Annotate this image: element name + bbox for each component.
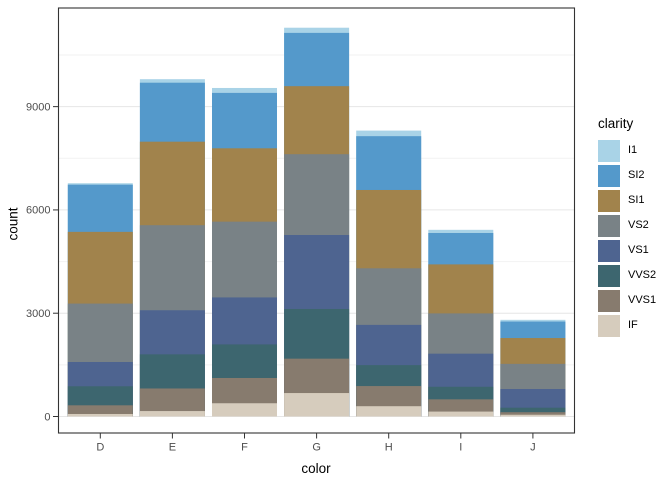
- legend-swatch-I1: [598, 139, 620, 162]
- bar-segment-J-IF: [500, 414, 566, 417]
- legend-label-VS1: VS1: [628, 244, 649, 256]
- legend-item-VS2: VS2: [598, 214, 656, 237]
- y-tick-label: 3000: [26, 308, 50, 320]
- bar-segment-J-VVS1: [500, 412, 566, 417]
- legend-item-VVS1: VVS1: [598, 289, 657, 312]
- y-tick-label: 0: [44, 411, 50, 423]
- legend-item-VVS2: VVS2: [598, 264, 657, 287]
- x-tick-label: J: [530, 442, 536, 454]
- bar-segment-G-IF: [284, 393, 350, 417]
- legend-label-VS2: VS2: [628, 219, 649, 231]
- x-tick-label: D: [96, 442, 104, 454]
- bar-segment-F-IF: [212, 403, 277, 417]
- legend-item-VS1: VS1: [598, 239, 656, 262]
- legend-item-SI1: SI1: [598, 189, 656, 212]
- legend-swatch-VS2: [598, 214, 620, 237]
- x-tick-label: H: [385, 442, 393, 454]
- legend-label-SI2: SI2: [628, 169, 645, 181]
- legend-title: clarity: [598, 116, 634, 131]
- legend-swatch-SI2: [598, 164, 620, 187]
- legend-label-I1: I1: [628, 144, 638, 156]
- legend-items: I1 SI2 SI1 VS2 VS1 VVS2 VVS1 IF: [598, 139, 657, 337]
- legend-swatch-IF: [598, 314, 620, 337]
- x-tick-label: I: [459, 442, 462, 454]
- legend-item-SI2: SI2: [598, 164, 656, 187]
- legend-swatch-SI1: [598, 189, 620, 212]
- x-tick-label: E: [169, 442, 176, 454]
- bar-segment-D-VVS1: [67, 405, 133, 417]
- legend-swatch-VS1: [598, 239, 620, 262]
- legend-swatch-VVS1: [598, 289, 620, 312]
- bar-segment-D-IF: [67, 413, 133, 417]
- bar-segment-J-VVS2: [500, 407, 566, 417]
- legend-label-VVS2: VVS2: [628, 269, 657, 281]
- y-tick-label: 9000: [26, 101, 50, 113]
- bar-segment-E-IF: [139, 411, 205, 417]
- legend-label-SI1: SI1: [628, 194, 645, 206]
- y-axis-title: count: [5, 207, 21, 241]
- legend-item-IF: IF: [598, 314, 656, 337]
- legend-swatch-VVS2: [598, 264, 620, 287]
- bar-segment-I-IF: [428, 411, 494, 417]
- legend: clarity I1 SI2 SI1 VS2 VS1 VVS2 VVS1 IF: [598, 117, 656, 340]
- x-tick-label: G: [312, 442, 321, 454]
- y-tick-label: 6000: [26, 205, 50, 217]
- bar-segment-H-IF: [356, 406, 422, 417]
- x-axis-title: color: [301, 461, 331, 476]
- legend-item-I1: I1: [598, 139, 656, 162]
- legend-label-IF: IF: [628, 319, 638, 331]
- x-tick-label: F: [241, 442, 248, 454]
- legend-label-VVS1: VVS1: [628, 294, 657, 306]
